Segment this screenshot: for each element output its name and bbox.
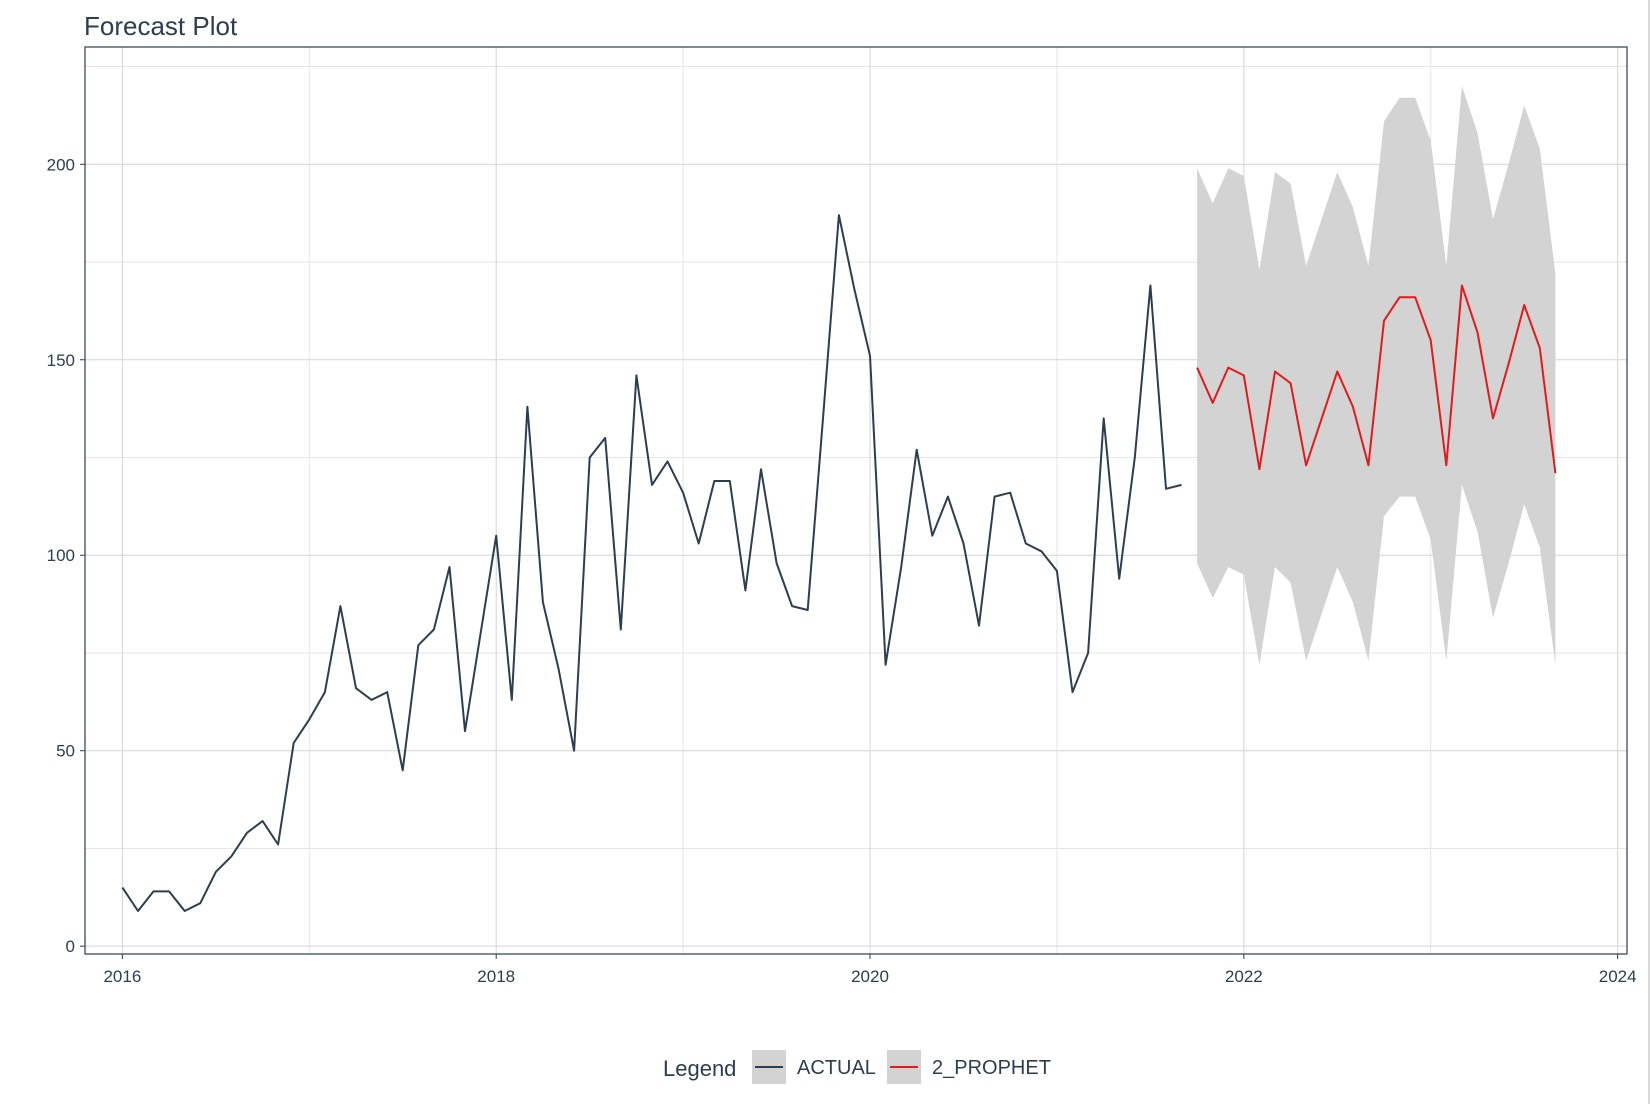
plot-border [84, 46, 1628, 955]
x-tick-label: 2020 [851, 967, 889, 986]
forecast-confidence-band [1197, 86, 1556, 665]
x-axis-ticks: 2016 2018 2020 2022 2024 [103, 954, 1637, 986]
y-axis-ticks: 0 50 100 150 200 [47, 155, 85, 956]
legend-title: Legend [663, 1056, 736, 1081]
series-lines [121, 214, 1557, 912]
x-tick-label: 2016 [103, 967, 141, 986]
x-tick-label: 2022 [1225, 967, 1263, 986]
y-tick-label: 0 [66, 937, 75, 956]
y-tick-label: 200 [47, 155, 75, 174]
confidence-band-area [1197, 86, 1556, 665]
y-tick-label: 50 [56, 742, 75, 761]
y-tick-label: 150 [47, 351, 75, 370]
legend-label-prophet: 2_PROPHET [932, 1057, 1051, 1079]
series-line-actual [121, 214, 1182, 912]
y-tick-label: 100 [47, 546, 75, 565]
chart-title: Forecast Plot [84, 11, 238, 41]
major-gridlines [85, 47, 1627, 954]
legend: Legend ACTUAL 2_PROPHET [663, 1050, 1051, 1084]
x-tick-label: 2018 [477, 967, 515, 986]
legend-label-actual: ACTUAL [797, 1057, 876, 1079]
series-line-prophet [1196, 284, 1557, 474]
x-tick-label: 2024 [1599, 967, 1637, 986]
